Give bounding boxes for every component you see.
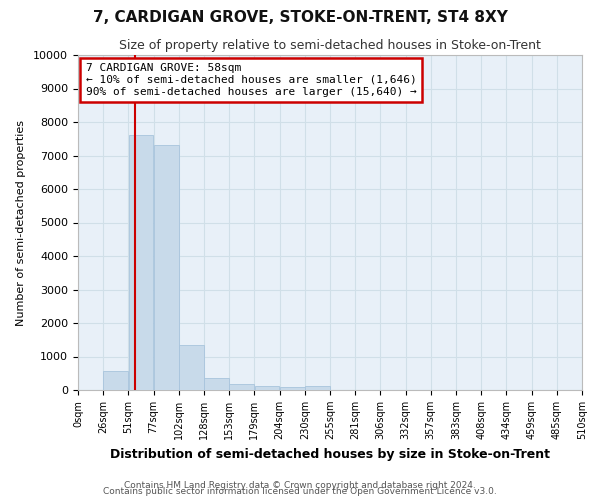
Bar — [204, 378, 229, 390]
Text: Contains HM Land Registry data © Crown copyright and database right 2024.: Contains HM Land Registry data © Crown c… — [124, 480, 476, 490]
Bar — [254, 386, 280, 390]
Text: 7 CARDIGAN GROVE: 58sqm
← 10% of semi-detached houses are smaller (1,646)
90% of: 7 CARDIGAN GROVE: 58sqm ← 10% of semi-de… — [86, 64, 416, 96]
Bar — [280, 386, 305, 390]
Bar — [305, 386, 330, 390]
X-axis label: Distribution of semi-detached houses by size in Stoke-on-Trent: Distribution of semi-detached houses by … — [110, 448, 550, 460]
Y-axis label: Number of semi-detached properties: Number of semi-detached properties — [16, 120, 26, 326]
Bar — [154, 146, 179, 390]
Text: 7, CARDIGAN GROVE, STOKE-ON-TRENT, ST4 8XY: 7, CARDIGAN GROVE, STOKE-ON-TRENT, ST4 8… — [92, 10, 508, 25]
Bar — [179, 345, 204, 390]
Title: Size of property relative to semi-detached houses in Stoke-on-Trent: Size of property relative to semi-detach… — [119, 40, 541, 52]
Bar — [103, 370, 128, 390]
Text: Contains public sector information licensed under the Open Government Licence v3: Contains public sector information licen… — [103, 487, 497, 496]
Bar — [229, 384, 254, 390]
Bar — [128, 134, 154, 390]
